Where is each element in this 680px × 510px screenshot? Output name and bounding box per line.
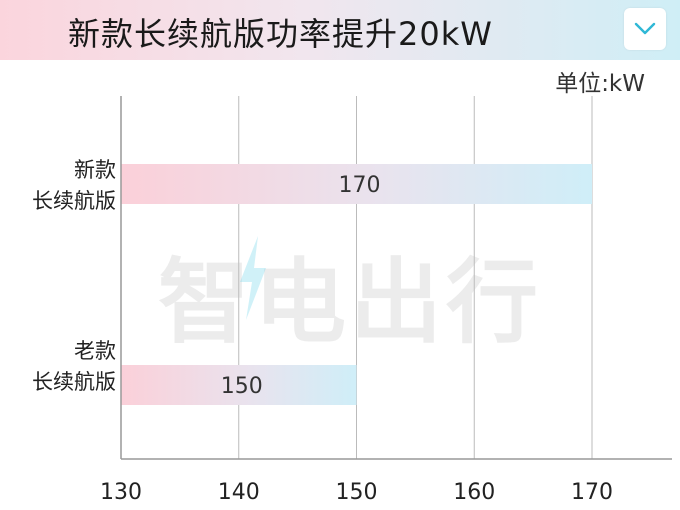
x-tick-label: 160 — [453, 480, 495, 505]
category-label-new-line1: 新款 — [74, 158, 116, 182]
category-label-old: 老款 长续航版 — [0, 336, 116, 398]
x-tick-label: 150 — [336, 480, 378, 505]
header-banner: 新款长续航版功率提升20kW — [0, 0, 680, 60]
bar — [121, 164, 592, 204]
category-label-old-line1: 老款 — [74, 339, 116, 363]
category-label-new-line2: 长续航版 — [32, 189, 116, 213]
lightning-bolt-icon — [240, 236, 266, 320]
unit-label: 单位:kW — [555, 71, 645, 97]
category-label-old-line2: 长续航版 — [32, 370, 116, 394]
bar — [121, 365, 357, 405]
chevron-down-icon — [634, 22, 656, 35]
category-label-new: 新款 长续航版 — [0, 155, 116, 217]
x-tick-label: 140 — [218, 480, 260, 505]
bar-value-label: 150 — [221, 374, 263, 399]
x-tick-label: 130 — [100, 480, 142, 505]
bar-value-label: 170 — [339, 173, 381, 198]
expand-button[interactable] — [624, 8, 666, 50]
chart-title: 新款长续航版功率提升20kW — [68, 15, 493, 53]
x-tick-label: 170 — [571, 480, 613, 505]
